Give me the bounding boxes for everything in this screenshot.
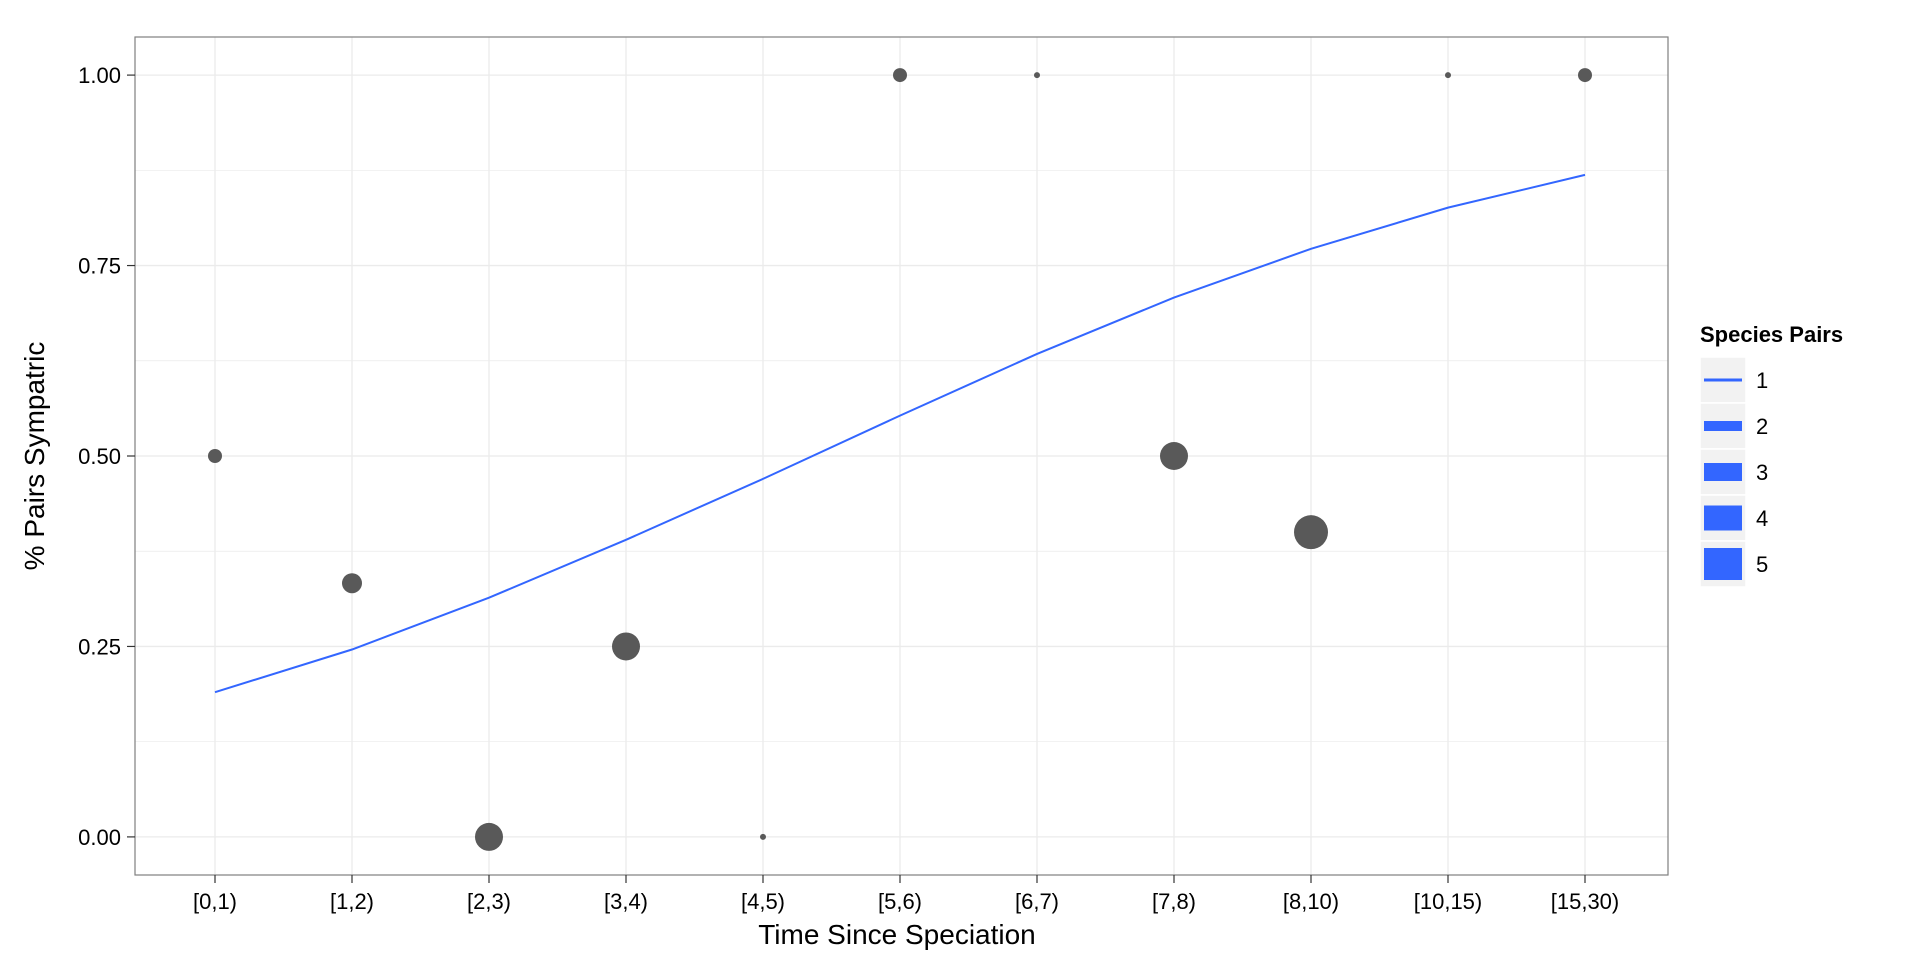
x-tick-label: [7,8) [1152,889,1196,914]
legend-label: 5 [1756,552,1768,577]
data-point [893,68,907,83]
y-axis-title: % Pairs Sympatric [19,342,50,571]
legend-label: 2 [1756,414,1768,439]
trend-line [214,173,1586,694]
data-point [342,573,362,594]
trend-line-layer [214,173,1586,694]
legend-swatch [1704,548,1742,580]
x-tick-label: [0,1) [193,889,237,914]
data-point [1160,442,1188,470]
grid [135,37,1668,875]
x-axis-title: Time Since Speciation [758,919,1036,950]
y-tick-label: 1.00 [78,63,121,88]
legend-swatch [1704,505,1742,531]
y-tick-label: 0.50 [78,444,121,469]
x-tick-label: [6,7) [1015,889,1059,914]
legend-swatch [1704,463,1742,481]
y-tick-label: 0.25 [78,634,121,659]
legend-swatch [1704,378,1742,382]
legend-title: Species Pairs [1700,322,1843,347]
legend-label: 4 [1756,506,1768,531]
x-tick-label: [1,2) [330,889,374,914]
data-point [1294,515,1328,550]
x-axis: [0,1) [1,2) [2,3) [3,4) [4,5) [5,6) [6,7) [7,8)… [193,875,1619,914]
data-point [1578,68,1592,83]
data-point [612,632,640,661]
x-tick-label: [2,3) [467,889,511,914]
data-point [208,449,222,463]
legend-label: 1 [1756,368,1768,393]
legend-swatch [1704,421,1742,431]
y-tick-label: 0.75 [78,254,121,279]
x-tick-label: [4,5) [741,889,785,914]
x-tick-label: [10,15) [1414,889,1483,914]
data-point [760,833,766,840]
data-point [475,822,503,851]
x-tick-label: [5,6) [878,889,922,914]
data-point [1445,72,1451,79]
legend: Species Pairs 1 2 3 4 5 [1699,322,1843,588]
points-layer [208,68,1592,851]
legend-label: 3 [1756,460,1768,485]
y-axis: 0.00 0.25 0.50 0.75 1.00 [78,63,135,850]
x-tick-label: [8,10) [1283,889,1339,914]
data-point [1034,72,1040,79]
y-tick-label: 0.00 [78,825,121,850]
x-tick-label: [3,4) [604,889,648,914]
x-tick-label: [15,30) [1551,889,1620,914]
